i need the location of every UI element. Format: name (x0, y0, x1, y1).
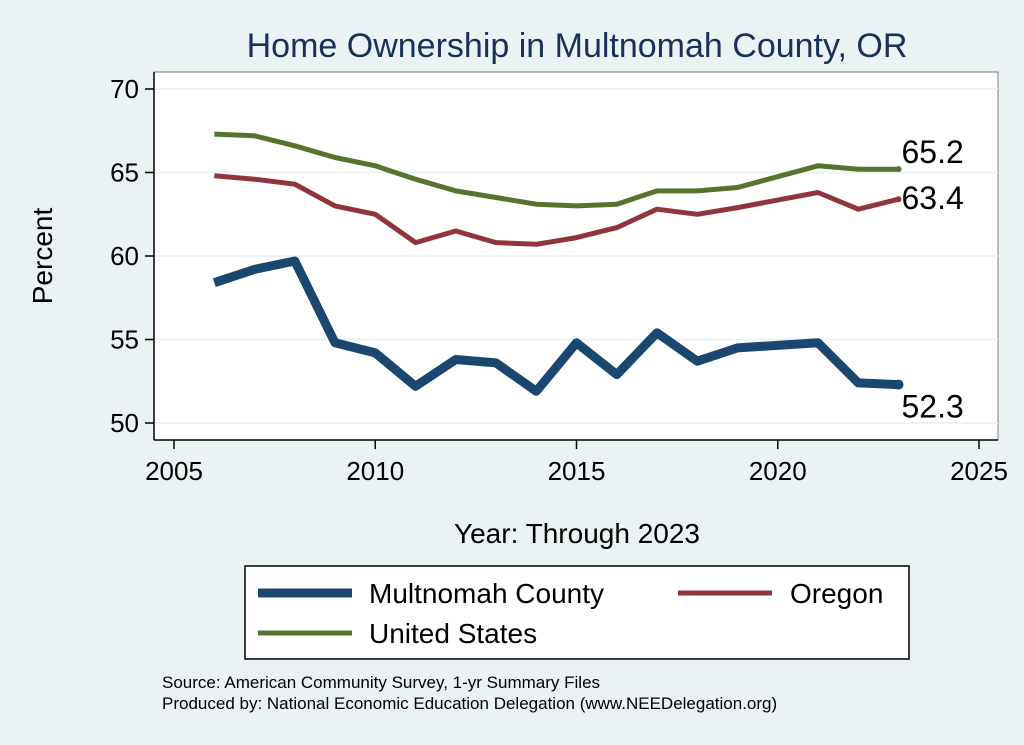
series-line-united-states (214, 131, 899, 209)
end-labels: 52.3 63.4 65.2 (902, 134, 964, 424)
chart-title: Home Ownership in Multnomah County, OR (247, 27, 908, 65)
legend-label-united-states: United States (369, 618, 537, 649)
series-group (212, 131, 904, 396)
legend-label-oregon: Oregon (790, 578, 883, 609)
y-tick-label-70: 70 (110, 74, 139, 104)
source-line-1: Source: American Community Survey, 1-yr … (162, 673, 600, 692)
legend-label-multnomah: Multnomah County (369, 578, 604, 609)
y-tick-label-50: 50 (110, 408, 139, 438)
end-label-united-states: 65.2 (902, 134, 964, 170)
series-end-point-united-states (895, 166, 902, 173)
series-line-oregon (214, 173, 900, 247)
series-line-multnomah-county (212, 256, 899, 396)
y-axis-title: Percent (27, 208, 58, 305)
source-line-2: Produced by: National Economic Education… (162, 694, 777, 713)
x-tick-label-2025: 2025 (950, 456, 1008, 486)
y-tick-label-60: 60 (110, 241, 139, 271)
y-tick-label-55: 55 (110, 325, 139, 355)
legend-box (244, 565, 910, 660)
y-tick-label-65: 65 (110, 158, 139, 188)
y-axis: 50 55 60 65 70 (110, 72, 155, 440)
legend: Multnomah County Oregon United States (244, 565, 910, 660)
x-axis-title: Year: Through 2023 (454, 518, 700, 549)
x-tick-label-2005: 2005 (145, 456, 203, 486)
x-tick-label-2020: 2020 (749, 456, 807, 486)
end-label-multnomah-county: 52.3 (902, 389, 964, 425)
end-label-oregon: 63.4 (902, 180, 964, 216)
series-end-point-multnomah-county (893, 379, 904, 390)
x-tick-label-2015: 2015 (548, 456, 606, 486)
series-end-point-oregon (895, 196, 902, 203)
x-axis: 2005 2010 2015 2020 2025 (145, 439, 1008, 486)
x-tick-label-2010: 2010 (346, 456, 404, 486)
